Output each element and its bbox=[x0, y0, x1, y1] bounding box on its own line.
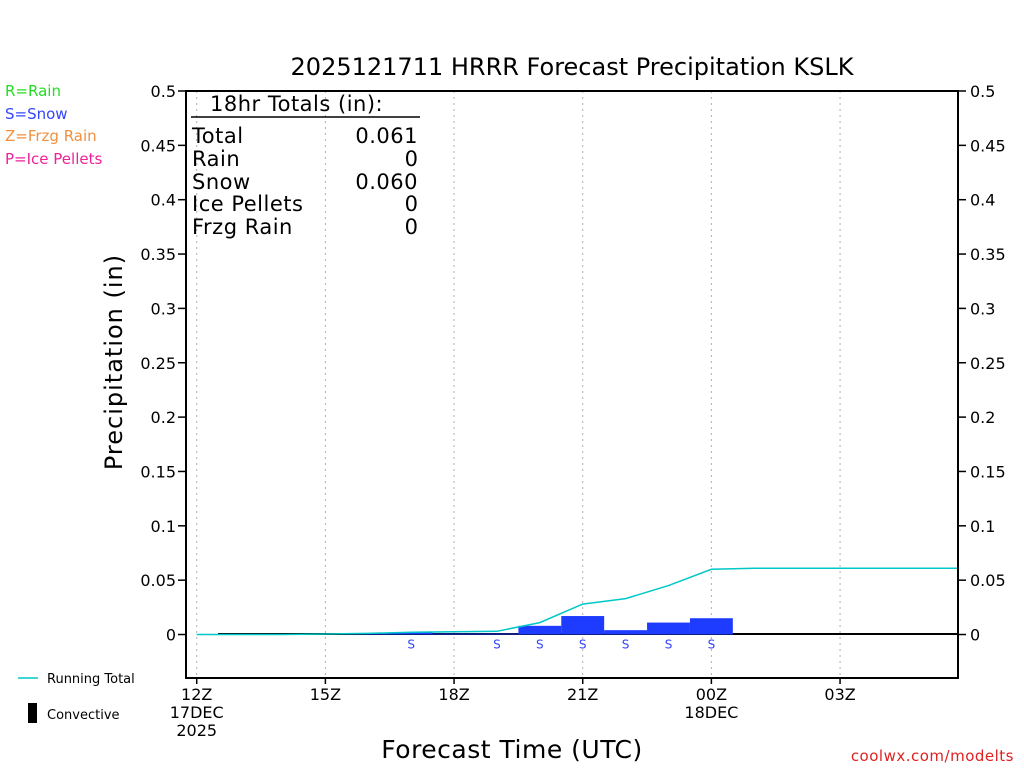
vertical-gridlines bbox=[196, 91, 841, 678]
plot-frame bbox=[185, 90, 959, 679]
y-tick-label-left: 0 bbox=[166, 626, 176, 645]
y-tick-label-left: 0.3 bbox=[151, 299, 176, 318]
x-tick-label-15Z: 15Z bbox=[310, 685, 341, 704]
totals-label-ice-pellets: Ice Pellets bbox=[192, 192, 303, 216]
y-tick-label-right: 0.5 bbox=[970, 82, 995, 101]
precip-type-label-19: S bbox=[493, 638, 501, 652]
y-tick-label-left: 0.4 bbox=[151, 191, 176, 210]
y-axis: 0 00.05 0.050.1 0.10.15 0.150.2 0.20.25 0.250.… bbox=[140, 82, 1005, 645]
precip-type-label-22: S bbox=[622, 638, 630, 652]
y-tick-label-right: 0.15 bbox=[970, 462, 1006, 481]
totals-value-ice-pellets: 0 bbox=[405, 192, 418, 216]
totals-value-frzg-rain: 0 bbox=[405, 215, 418, 239]
x-tick-label-17DEC: 17DEC bbox=[170, 703, 224, 722]
precip-bar-18 bbox=[432, 633, 476, 635]
x-tick-label-03Z: 03Z bbox=[824, 685, 855, 704]
legend-ice-pellets: P=Ice Pellets bbox=[5, 150, 102, 168]
y-tick-label-right: 0.25 bbox=[970, 354, 1006, 373]
y-tick-label-right: 0.2 bbox=[970, 408, 995, 427]
totals-value-total: 0.061 bbox=[355, 124, 418, 148]
y-tick-label-left: 0.05 bbox=[140, 571, 176, 590]
y-tick-label-right: 0.05 bbox=[970, 571, 1006, 590]
precip-type-label-24: S bbox=[708, 638, 716, 652]
y-tick-label-right: 0.4 bbox=[970, 191, 995, 210]
y-tick-label-left: 0.5 bbox=[151, 82, 176, 101]
type-legend: R=Rain S=Snow Z=Frzg Rain P=Ice Pellets bbox=[5, 82, 102, 168]
precip-bar-17 bbox=[389, 632, 433, 635]
precip-bar-23 bbox=[647, 622, 690, 635]
credit-text: coolwx.com/modelts bbox=[851, 747, 1014, 765]
convective-swatch bbox=[28, 703, 37, 723]
legend-rain: R=Rain bbox=[5, 82, 61, 100]
x-tick-label-2025: 2025 bbox=[176, 721, 217, 740]
hourly-bars bbox=[346, 616, 733, 635]
totals-box: 18hr Totals (in): Total 0.061 Rain 0 Sno… bbox=[191, 92, 420, 239]
y-tick-label-left: 0.15 bbox=[140, 462, 176, 481]
x-tick-label-21Z: 21Z bbox=[567, 685, 598, 704]
y-tick-label-right: 0 bbox=[970, 626, 980, 645]
y-tick-label-right: 0.35 bbox=[970, 245, 1006, 264]
y-tick-label-left: 0.25 bbox=[140, 354, 176, 373]
running-total-legend-label: Running Total bbox=[47, 672, 135, 687]
totals-value-rain: 0 bbox=[405, 147, 418, 171]
y-tick-label-left: 0.2 bbox=[151, 408, 176, 427]
chart-title: 2025121711 HRRR Forecast Precipitation K… bbox=[291, 53, 855, 81]
x-tick-label-00Z: 00Z bbox=[696, 685, 727, 704]
x-tick-label-18DEC: 18DEC bbox=[684, 703, 738, 722]
totals-value-snow: 0.060 bbox=[355, 170, 418, 194]
x-axis-label: Forecast Time (UTC) bbox=[381, 735, 642, 764]
precip-type-label-17: S bbox=[407, 638, 415, 652]
y-tick-label-right: 0.45 bbox=[970, 136, 1006, 155]
convective-legend-label: Convective bbox=[47, 708, 120, 723]
bottom-legend: Running Total Convective bbox=[18, 672, 135, 723]
legend-frzg-rain: Z=Frzg Rain bbox=[5, 127, 97, 145]
totals-header: 18hr Totals (in): bbox=[210, 92, 383, 116]
precip-bar-19 bbox=[475, 633, 519, 635]
y-tick-label-right: 0.3 bbox=[970, 299, 995, 318]
totals-label-rain: Rain bbox=[192, 147, 240, 171]
totals-label-frzg-rain: Frzg Rain bbox=[192, 215, 293, 239]
y-tick-label-right: 0.1 bbox=[970, 517, 995, 536]
y-tick-label-left: 0.1 bbox=[151, 517, 176, 536]
totals-label-total: Total bbox=[191, 124, 244, 148]
precip-bar-24 bbox=[689, 618, 733, 635]
legend-snow: S=Snow bbox=[5, 105, 68, 123]
precip-bar-20 bbox=[518, 625, 562, 635]
y-axis-label: Precipitation (in) bbox=[100, 254, 128, 470]
x-tick-label-18Z: 18Z bbox=[438, 685, 469, 704]
x-tick-label-12Z: 12Z bbox=[181, 685, 212, 704]
precip-type-label-21: S bbox=[579, 638, 587, 652]
precip-bar-22 bbox=[604, 630, 648, 635]
precip-type-label-20: S bbox=[536, 638, 544, 652]
y-tick-label-left: 0.45 bbox=[140, 136, 176, 155]
precip-bar-21 bbox=[561, 616, 605, 635]
precip-type-label-23: S bbox=[665, 638, 673, 652]
totals-label-snow: Snow bbox=[192, 170, 251, 194]
y-tick-label-left: 0.35 bbox=[140, 245, 176, 264]
running-total-line bbox=[196, 567, 958, 636]
